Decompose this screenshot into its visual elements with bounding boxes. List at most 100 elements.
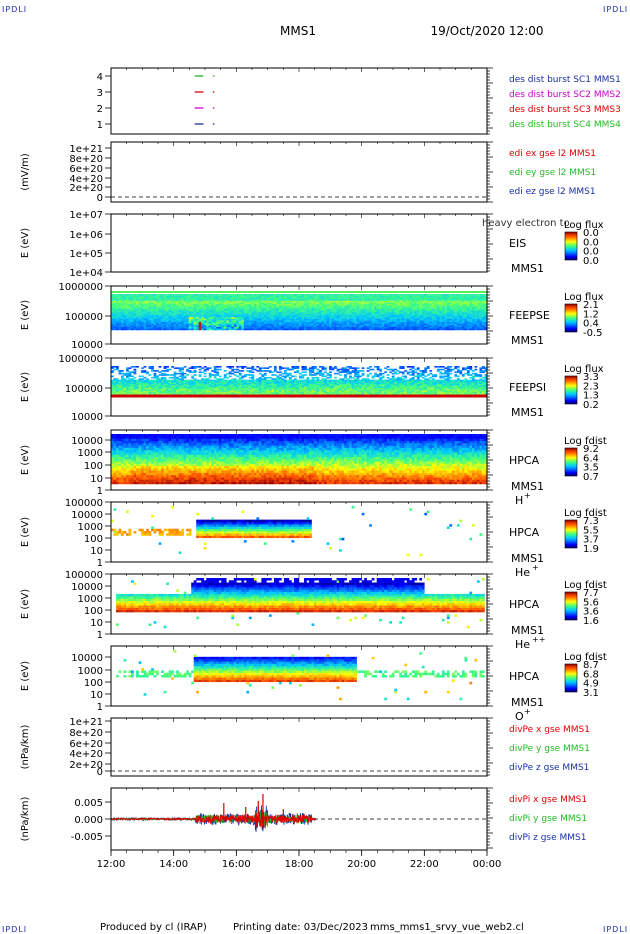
heatmap-cell-feepse <box>369 318 372 321</box>
heatmap-cell-feepse <box>118 312 122 314</box>
heatmap-cell-feepse <box>276 307 280 309</box>
heatmap-cell-feepse <box>384 316 387 319</box>
heatmap-cell-feepse <box>161 307 164 309</box>
heatmap-cell-feepse <box>346 321 350 324</box>
heatmap-cell-feepsi <box>123 385 127 387</box>
heatmap-cell-feepsi <box>261 374 265 376</box>
heatmap-cell-feepse <box>166 312 169 314</box>
heatmap-cell-feepse <box>324 307 327 309</box>
heatmap-cell-feepse <box>484 328 488 331</box>
heatmap-cell-feepse <box>299 313 302 316</box>
heatmap-cell-feepse <box>451 307 455 309</box>
heatmap-cell-feepsi <box>211 393 215 395</box>
heatmap-cell-feepse <box>309 303 312 306</box>
heatmap-cell-feepse <box>123 298 127 301</box>
heatmap-cell-feepse <box>158 302 162 305</box>
heatmap-cell-feepse <box>316 300 320 303</box>
heatmap-cell-feepse <box>241 305 245 308</box>
heatmap-cell-feepse <box>301 328 305 331</box>
heatmap-cell-feepse <box>216 316 220 319</box>
heatmap-cell-feepsi <box>211 387 215 390</box>
heatmap-cell-feepse <box>193 320 197 323</box>
heatmap-cell-feepse <box>471 295 475 298</box>
heatmap-cell-feepse <box>424 312 428 314</box>
heatmap-cell-feepse <box>131 303 134 306</box>
heatmap-cell-feepse <box>466 312 470 314</box>
heatmap-cell-feepse <box>241 326 245 329</box>
heatmap-cell-feepsi <box>351 386 355 389</box>
heatmap-cell-feepse <box>146 298 149 301</box>
heatmap-cell-feepsi <box>151 368 154 371</box>
heatmap-cell-feepse <box>461 315 465 318</box>
heatmap-cell-feepsi <box>299 372 302 375</box>
heatmap-cell-feepsi <box>266 387 270 390</box>
heatmap-cell-feepse <box>409 318 413 321</box>
heatmap-cell-feepse <box>253 294 257 296</box>
heatmap-cell-feepse <box>384 303 387 306</box>
heatmap-cell-feepsi <box>258 386 262 389</box>
heatmap-cell-feepse <box>188 328 192 331</box>
heatmap-cell-feepsi <box>241 367 245 369</box>
heatmap-cell-feepsi <box>306 393 310 395</box>
heatmap-cell-feepse <box>268 321 272 324</box>
heatmap-cell-feepse <box>273 326 277 329</box>
heatmap-cell-feepse <box>138 312 142 314</box>
heatmap-cell-feepsi <box>196 387 199 390</box>
heatmap-cell-feepse <box>111 323 114 326</box>
heatmap-cell-feepsi <box>193 383 197 386</box>
heatmap-cell-feepsi <box>118 372 122 375</box>
heatmap-cell-feepse <box>121 310 124 313</box>
heatmap-cell-feepse <box>263 325 267 327</box>
heatmap-cell-feepse <box>454 295 458 298</box>
heatmap-cell-feepsi <box>334 382 337 384</box>
heatmap-cell-feepsi <box>258 370 262 372</box>
heatmap-cell-feepsi <box>238 382 242 384</box>
heatmap-cell-feepse <box>424 323 428 326</box>
heatmap-cell-feepse <box>396 307 400 309</box>
heatmap-cell-feepse <box>156 305 159 308</box>
heatmap-cell-feepse <box>271 302 275 305</box>
heatmap-cell-feepse <box>166 307 169 309</box>
heatmap-cell-feepse <box>183 297 187 300</box>
heatmap-cell-feepse <box>163 325 167 327</box>
heatmap-cell-feepse <box>381 325 385 327</box>
heatmap-cell-feepsi <box>211 381 215 383</box>
heatmap-cell-feepse <box>466 325 470 327</box>
heatmap-cell-feepsi <box>218 375 222 378</box>
heatmap-cell-feepse <box>146 295 149 298</box>
heatmap-cell-feepsi <box>151 367 154 369</box>
heatmap-cell-feepsi <box>326 393 330 395</box>
heatmap-cell-feepse <box>374 323 377 326</box>
heatmap-cell-feepse <box>384 307 387 309</box>
heatmap-cell-feepse <box>216 325 220 327</box>
heatmap-cell-feepse <box>178 315 182 318</box>
heatmap-cell-feepse <box>216 318 220 321</box>
heatmap-cell-feepsi <box>241 390 245 393</box>
heatmap-cell-feepse <box>223 298 227 301</box>
heatmap-cell-feepse <box>386 303 390 306</box>
heatmap-cell-feepse <box>143 305 147 308</box>
heatmap-cell-feepse <box>203 305 207 308</box>
heatmap-cell-feepse <box>188 326 192 329</box>
heatmap-cell-feepse <box>389 325 392 327</box>
heatmap-cell-feepse <box>151 298 154 301</box>
heatmap-cell-feepsi <box>141 381 144 383</box>
heatmap-cell-feepse <box>183 325 187 327</box>
heatmap-cell-feepse <box>304 303 307 306</box>
heatmap-cell-feepsi <box>131 383 134 386</box>
heatmap-cell-feepse <box>389 297 392 300</box>
heatmap-cell-feepse <box>238 308 242 311</box>
heatmap-cell-feepse <box>436 295 440 298</box>
heatmap-cell-feepse <box>399 320 403 323</box>
heatmap-cell-feepsi <box>158 382 162 384</box>
heatmap-cell-feepsi <box>166 379 169 382</box>
heatmap-cell-feepse <box>424 298 428 301</box>
heatmap-cell-feepse <box>133 307 137 309</box>
heatmap-cell-feepse <box>241 302 245 305</box>
heatmap-cell-feepse <box>424 308 428 311</box>
heatmap-cell-feepse <box>133 323 137 326</box>
heatmap-cell-feepse <box>459 297 463 300</box>
heatmap-cell-feepse <box>281 315 285 318</box>
heatmap-cell-feepse <box>311 310 315 313</box>
heatmap-cell-feepse <box>336 318 340 321</box>
